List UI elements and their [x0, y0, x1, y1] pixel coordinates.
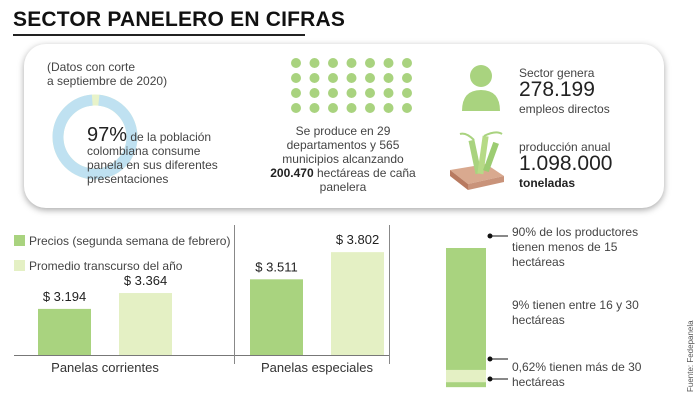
page-title: SECTOR PANELERO EN CIFRAS — [13, 8, 346, 31]
grid-dot — [291, 58, 301, 68]
consumption-text: de la población colombiana consume panel… — [87, 130, 218, 186]
grid-dot — [309, 73, 320, 83]
grid-dot — [291, 73, 301, 83]
grid-dot — [291, 103, 301, 113]
dot-grid-icon — [291, 58, 412, 113]
price-bar — [331, 252, 384, 355]
grid-dot — [309, 88, 320, 98]
consumption-percent: 97% — [87, 124, 128, 146]
source-credit: Fuente: Fedepanela — [686, 320, 695, 392]
price-bar-label: $ 3.802 — [336, 232, 379, 247]
note-line-1: (Datos con corte — [47, 60, 136, 74]
price-bar-chart: $ 3.194 $ 3.364 Panelas corrientes $ 3.511 $… — [14, 225, 390, 375]
consumption-text-block: 97% de la población colombiana consume p… — [87, 125, 237, 186]
grid-dot — [365, 88, 375, 98]
grid-dot — [328, 88, 338, 98]
price-bar — [250, 279, 303, 355]
hectares-label: hectáreas — [512, 255, 565, 269]
grid-dot — [346, 58, 357, 68]
grid-dot — [365, 58, 375, 68]
employment-value: 278.199 — [519, 78, 595, 101]
grid-dot — [328, 73, 338, 83]
hectares-label: 0,62% tienen más de 30 — [512, 360, 642, 374]
grid-dot — [402, 88, 412, 98]
title-underline — [13, 34, 305, 36]
grid-dot — [346, 73, 357, 83]
hectares-label: 9% tienen entre 16 y 30 — [512, 298, 639, 312]
hectares-label: tienen menos de 15 — [512, 240, 618, 254]
price-bar-label: $ 3.511 — [255, 259, 297, 274]
production-text: Se produce en 29 departamentos y 565 mun… — [282, 124, 404, 166]
grid-dot — [402, 73, 412, 83]
price-bar-label: $ 3.194 — [43, 289, 86, 304]
data-cutoff-note: (Datos con corte a septiembre de 2020) — [47, 60, 167, 88]
category-label: Panelas especiales — [261, 360, 374, 375]
production-text-block: Se produce en 29 departamentos y 565 mun… — [268, 124, 418, 194]
grid-dot — [365, 103, 375, 113]
hectares-label: 90% de los productores — [512, 225, 638, 239]
annual-production-unit: toneladas — [519, 176, 576, 190]
grid-dot — [402, 103, 412, 113]
employment-sub: empleos directos — [519, 102, 610, 116]
annual-production-label: producción anual — [519, 140, 611, 154]
legend-item-average: Promedio transcurso del año — [14, 259, 182, 273]
price-bar — [38, 308, 91, 355]
price-bar — [119, 293, 172, 355]
legend-label-prices: Precios (segunda semana de febrero) — [29, 234, 231, 248]
category-label: Panelas corrientes — [51, 360, 159, 375]
production-tail: hectáreas de caña panelera — [316, 166, 416, 194]
grid-dot — [383, 58, 394, 68]
consumption-donut-icon — [52, 94, 138, 180]
legend-label-average: Promedio transcurso del año — [29, 259, 183, 273]
sugarcane-icon — [450, 131, 504, 190]
grid-dot — [383, 88, 394, 98]
grid-dot — [309, 103, 320, 113]
legend-swatch-average — [14, 260, 25, 271]
hectares-segment — [446, 369, 486, 383]
employment-label: Sector genera — [519, 66, 595, 80]
production-hectares: 200.470 — [270, 166, 314, 180]
legend-item-prices: Precios (segunda semana de febrero) — [14, 234, 230, 248]
hectares-segment — [446, 382, 486, 388]
grid-dot — [309, 58, 320, 68]
person-icon — [462, 65, 500, 111]
hectares-label: hectáreas — [512, 375, 565, 389]
hectares-segment — [446, 248, 486, 370]
legend-swatch-prices — [14, 235, 25, 246]
price-bar-label: $ 3.364 — [124, 273, 167, 288]
grid-dot — [346, 103, 357, 113]
annual-production-value: 1.098.000 — [519, 152, 613, 175]
grid-dot — [383, 103, 394, 113]
donut-share — [52, 94, 138, 180]
grid-dot — [328, 58, 338, 68]
hectares-label: hectáreas — [512, 313, 565, 327]
grid-dot — [402, 58, 412, 68]
grid-dot — [328, 103, 338, 113]
grid-dot — [346, 88, 357, 98]
grid-dot — [383, 73, 394, 83]
grid-dot — [365, 73, 375, 83]
note-line-2: a septiembre de 2020) — [47, 74, 168, 88]
grid-dot — [291, 88, 301, 98]
